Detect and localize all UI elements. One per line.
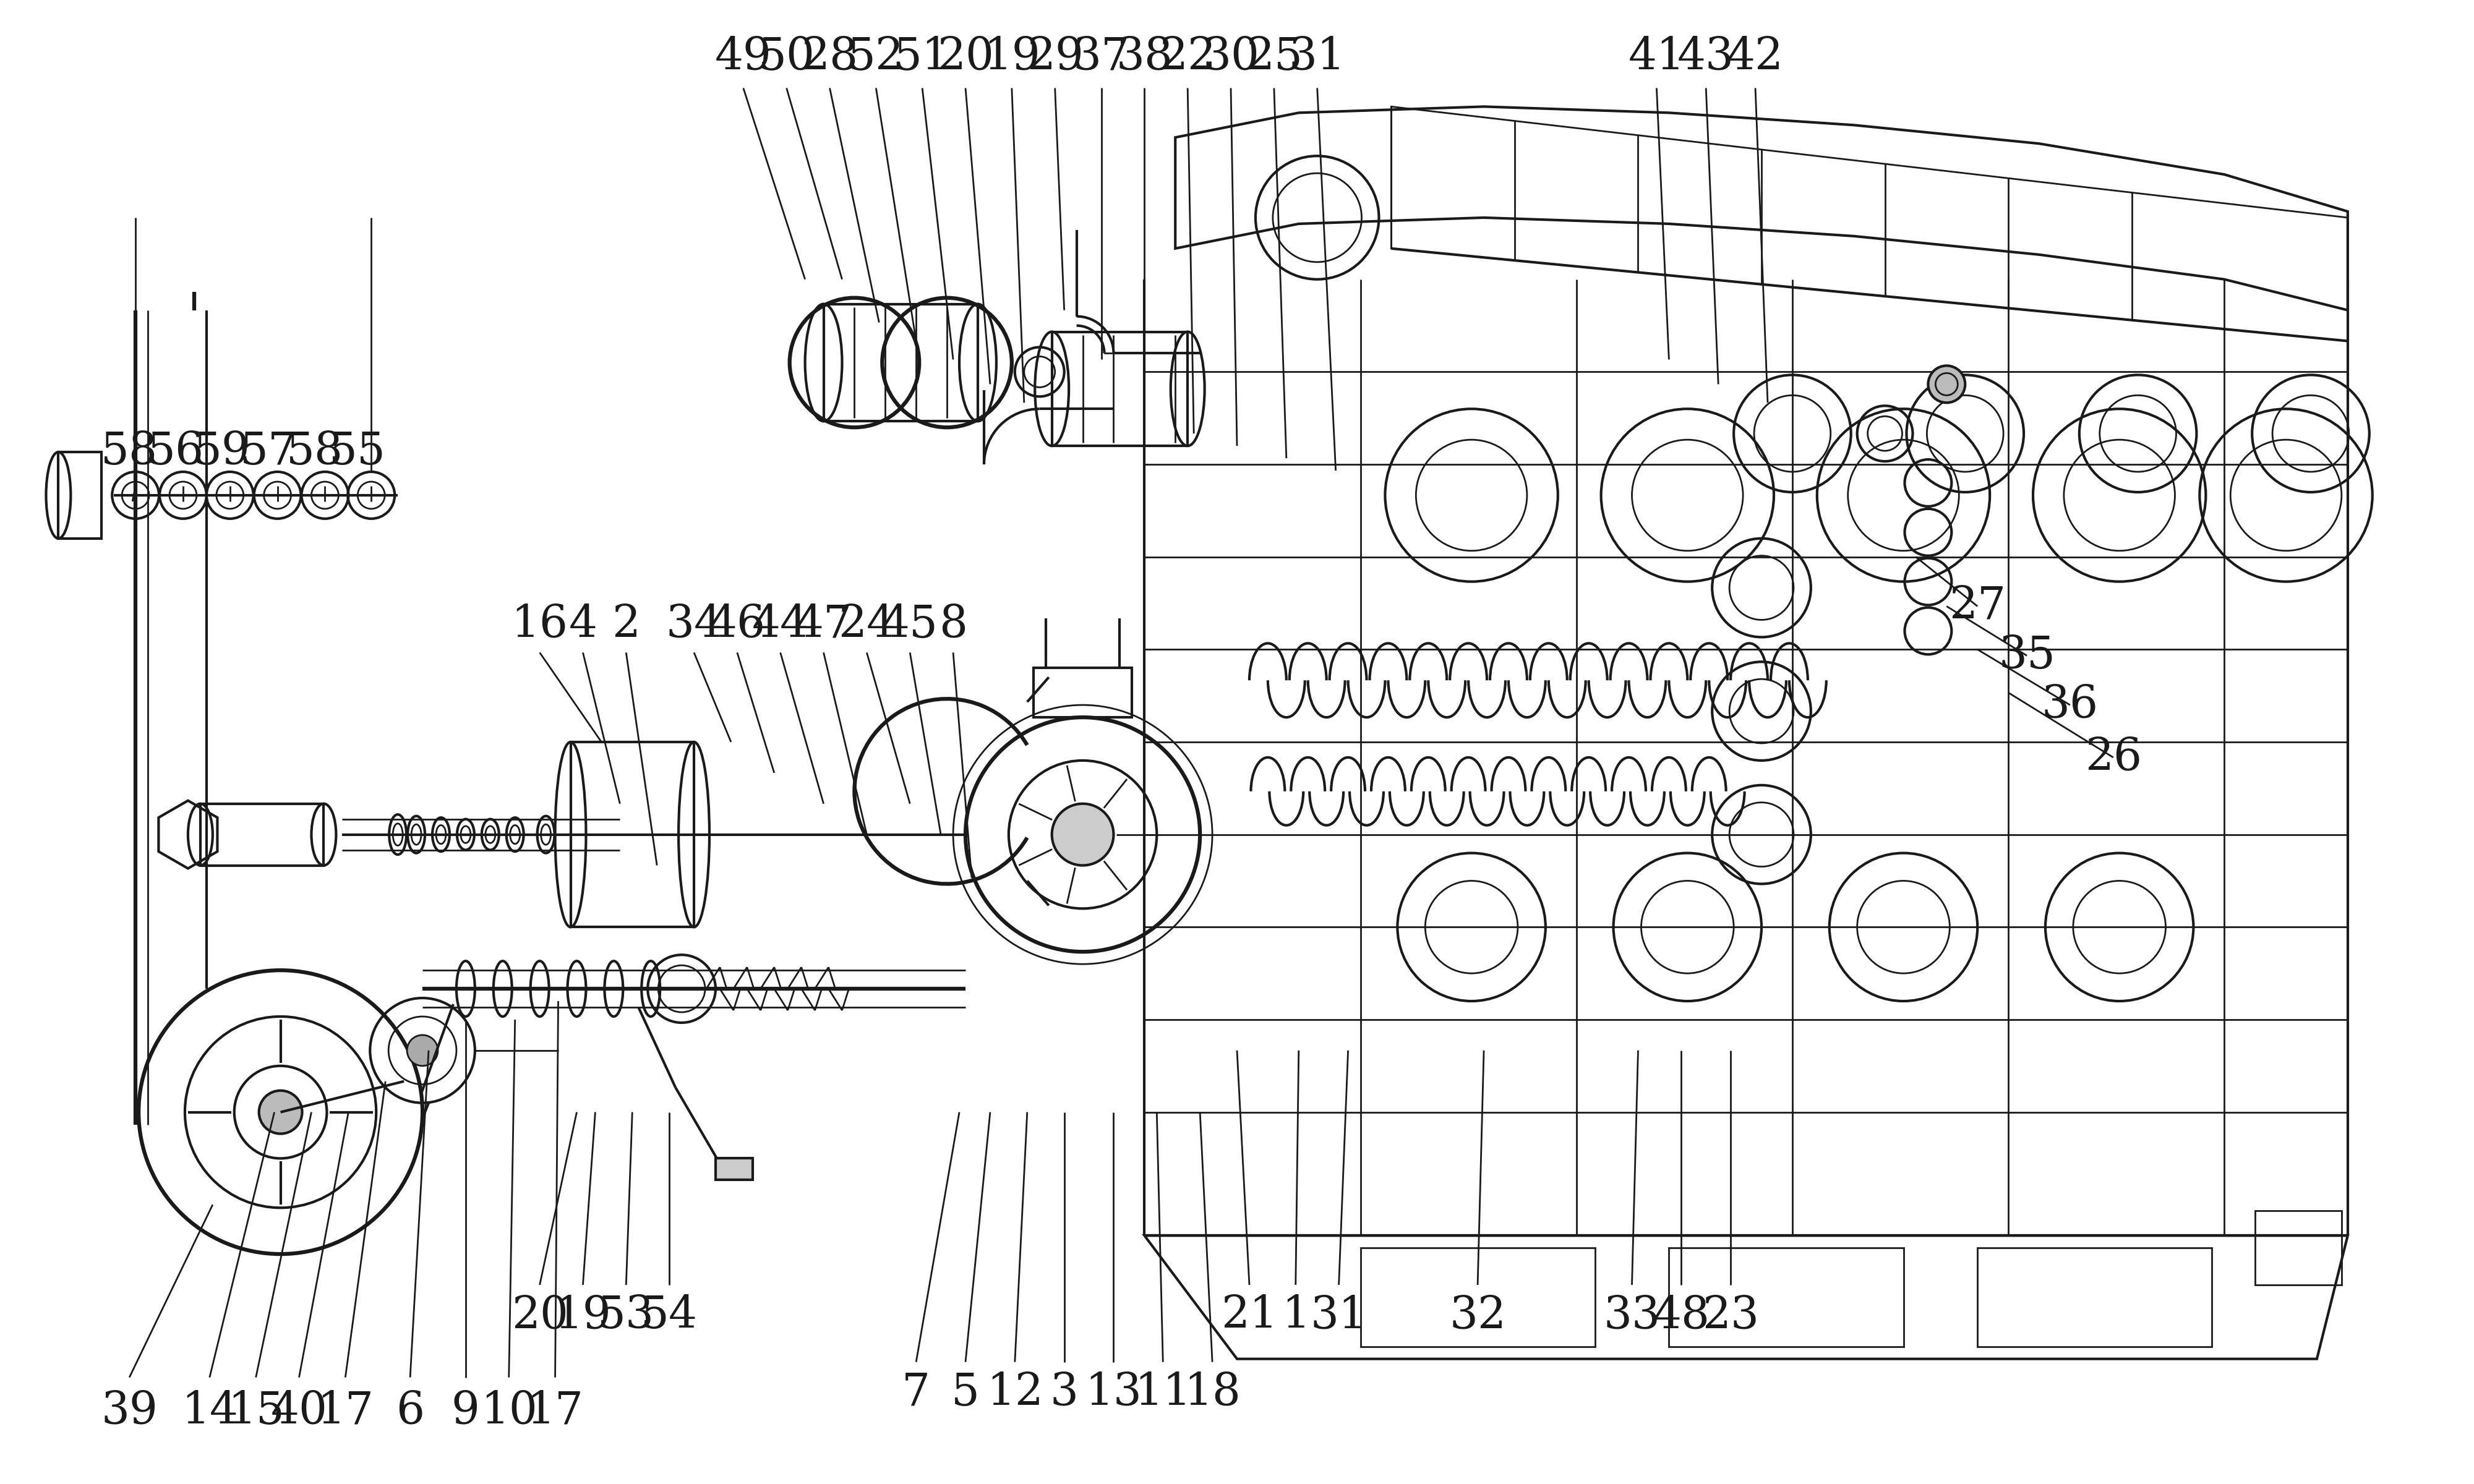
Text: 19: 19	[554, 1294, 611, 1337]
Text: 11: 11	[1136, 1371, 1192, 1414]
Text: 17: 17	[317, 1389, 374, 1434]
Circle shape	[1051, 804, 1113, 865]
Text: 46: 46	[708, 603, 764, 647]
Text: 42: 42	[1727, 36, 1784, 79]
Text: 6: 6	[396, 1389, 426, 1434]
Bar	[1670, 1248, 1903, 1346]
Text: 7: 7	[903, 1371, 930, 1414]
Text: 19: 19	[982, 36, 1039, 79]
Text: 59: 59	[193, 430, 250, 473]
Text: 12: 12	[987, 1371, 1044, 1414]
Text: 30: 30	[1202, 36, 1259, 79]
Text: 2: 2	[611, 603, 641, 647]
Text: 51: 51	[893, 36, 950, 79]
Text: 38: 38	[1116, 36, 1173, 79]
Text: 13: 13	[1086, 1371, 1143, 1414]
Bar	[59, 453, 101, 539]
Text: 57: 57	[240, 430, 297, 473]
Bar	[2256, 1211, 2340, 1285]
Text: 39: 39	[101, 1389, 158, 1434]
Text: 58: 58	[101, 430, 158, 473]
Text: 1: 1	[1282, 1294, 1309, 1337]
Text: 21: 21	[1222, 1294, 1277, 1337]
Text: 43: 43	[1677, 36, 1734, 79]
Bar	[571, 742, 695, 927]
Text: 48: 48	[1653, 1294, 1710, 1337]
Text: 27: 27	[1950, 585, 2006, 628]
Text: 28: 28	[802, 36, 858, 79]
Text: 50: 50	[757, 36, 814, 79]
Bar	[824, 304, 977, 421]
Text: 37: 37	[1074, 36, 1131, 79]
Text: 24: 24	[839, 603, 896, 647]
Text: 16: 16	[512, 603, 569, 647]
Text: 10: 10	[480, 1389, 537, 1434]
Text: 3: 3	[1049, 1371, 1079, 1414]
Text: 58: 58	[287, 430, 344, 473]
Text: 34: 34	[666, 603, 722, 647]
Bar	[200, 804, 324, 865]
Text: 8: 8	[940, 603, 967, 647]
Text: 31: 31	[1289, 36, 1346, 79]
Text: 14: 14	[181, 1389, 238, 1434]
Text: 25: 25	[1244, 36, 1301, 79]
Bar	[1034, 668, 1133, 717]
Text: 33: 33	[1603, 1294, 1660, 1337]
Text: 45: 45	[881, 603, 938, 647]
Text: 32: 32	[1450, 1294, 1507, 1337]
Text: 36: 36	[2041, 683, 2098, 727]
Text: 54: 54	[641, 1294, 698, 1337]
Text: 31: 31	[1311, 1294, 1368, 1337]
Text: 41: 41	[1628, 36, 1685, 79]
Text: 18: 18	[1185, 1371, 1242, 1414]
Text: 17: 17	[527, 1389, 584, 1434]
Text: 9: 9	[450, 1389, 480, 1434]
Text: 47: 47	[794, 603, 851, 647]
Bar	[1051, 332, 1188, 445]
Text: 20: 20	[938, 36, 995, 79]
Text: 53: 53	[599, 1294, 656, 1337]
Text: 40: 40	[270, 1389, 327, 1434]
Text: 15: 15	[228, 1389, 285, 1434]
Text: 4: 4	[569, 603, 596, 647]
Bar	[715, 1159, 752, 1180]
Circle shape	[260, 1091, 302, 1134]
Text: 55: 55	[329, 430, 386, 473]
Text: 22: 22	[1160, 36, 1217, 79]
Text: 52: 52	[849, 36, 905, 79]
Text: 26: 26	[2086, 736, 2142, 779]
Circle shape	[408, 1034, 438, 1066]
Text: 23: 23	[1702, 1294, 1759, 1337]
Bar	[1361, 1248, 1596, 1346]
Text: 35: 35	[1999, 634, 2056, 677]
Circle shape	[1927, 365, 1964, 402]
Text: 44: 44	[752, 603, 809, 647]
Text: 29: 29	[1027, 36, 1084, 79]
Text: 5: 5	[952, 1371, 980, 1414]
Bar	[1977, 1248, 2212, 1346]
Text: 56: 56	[146, 430, 203, 473]
Text: 49: 49	[715, 36, 772, 79]
Text: 20: 20	[512, 1294, 569, 1337]
